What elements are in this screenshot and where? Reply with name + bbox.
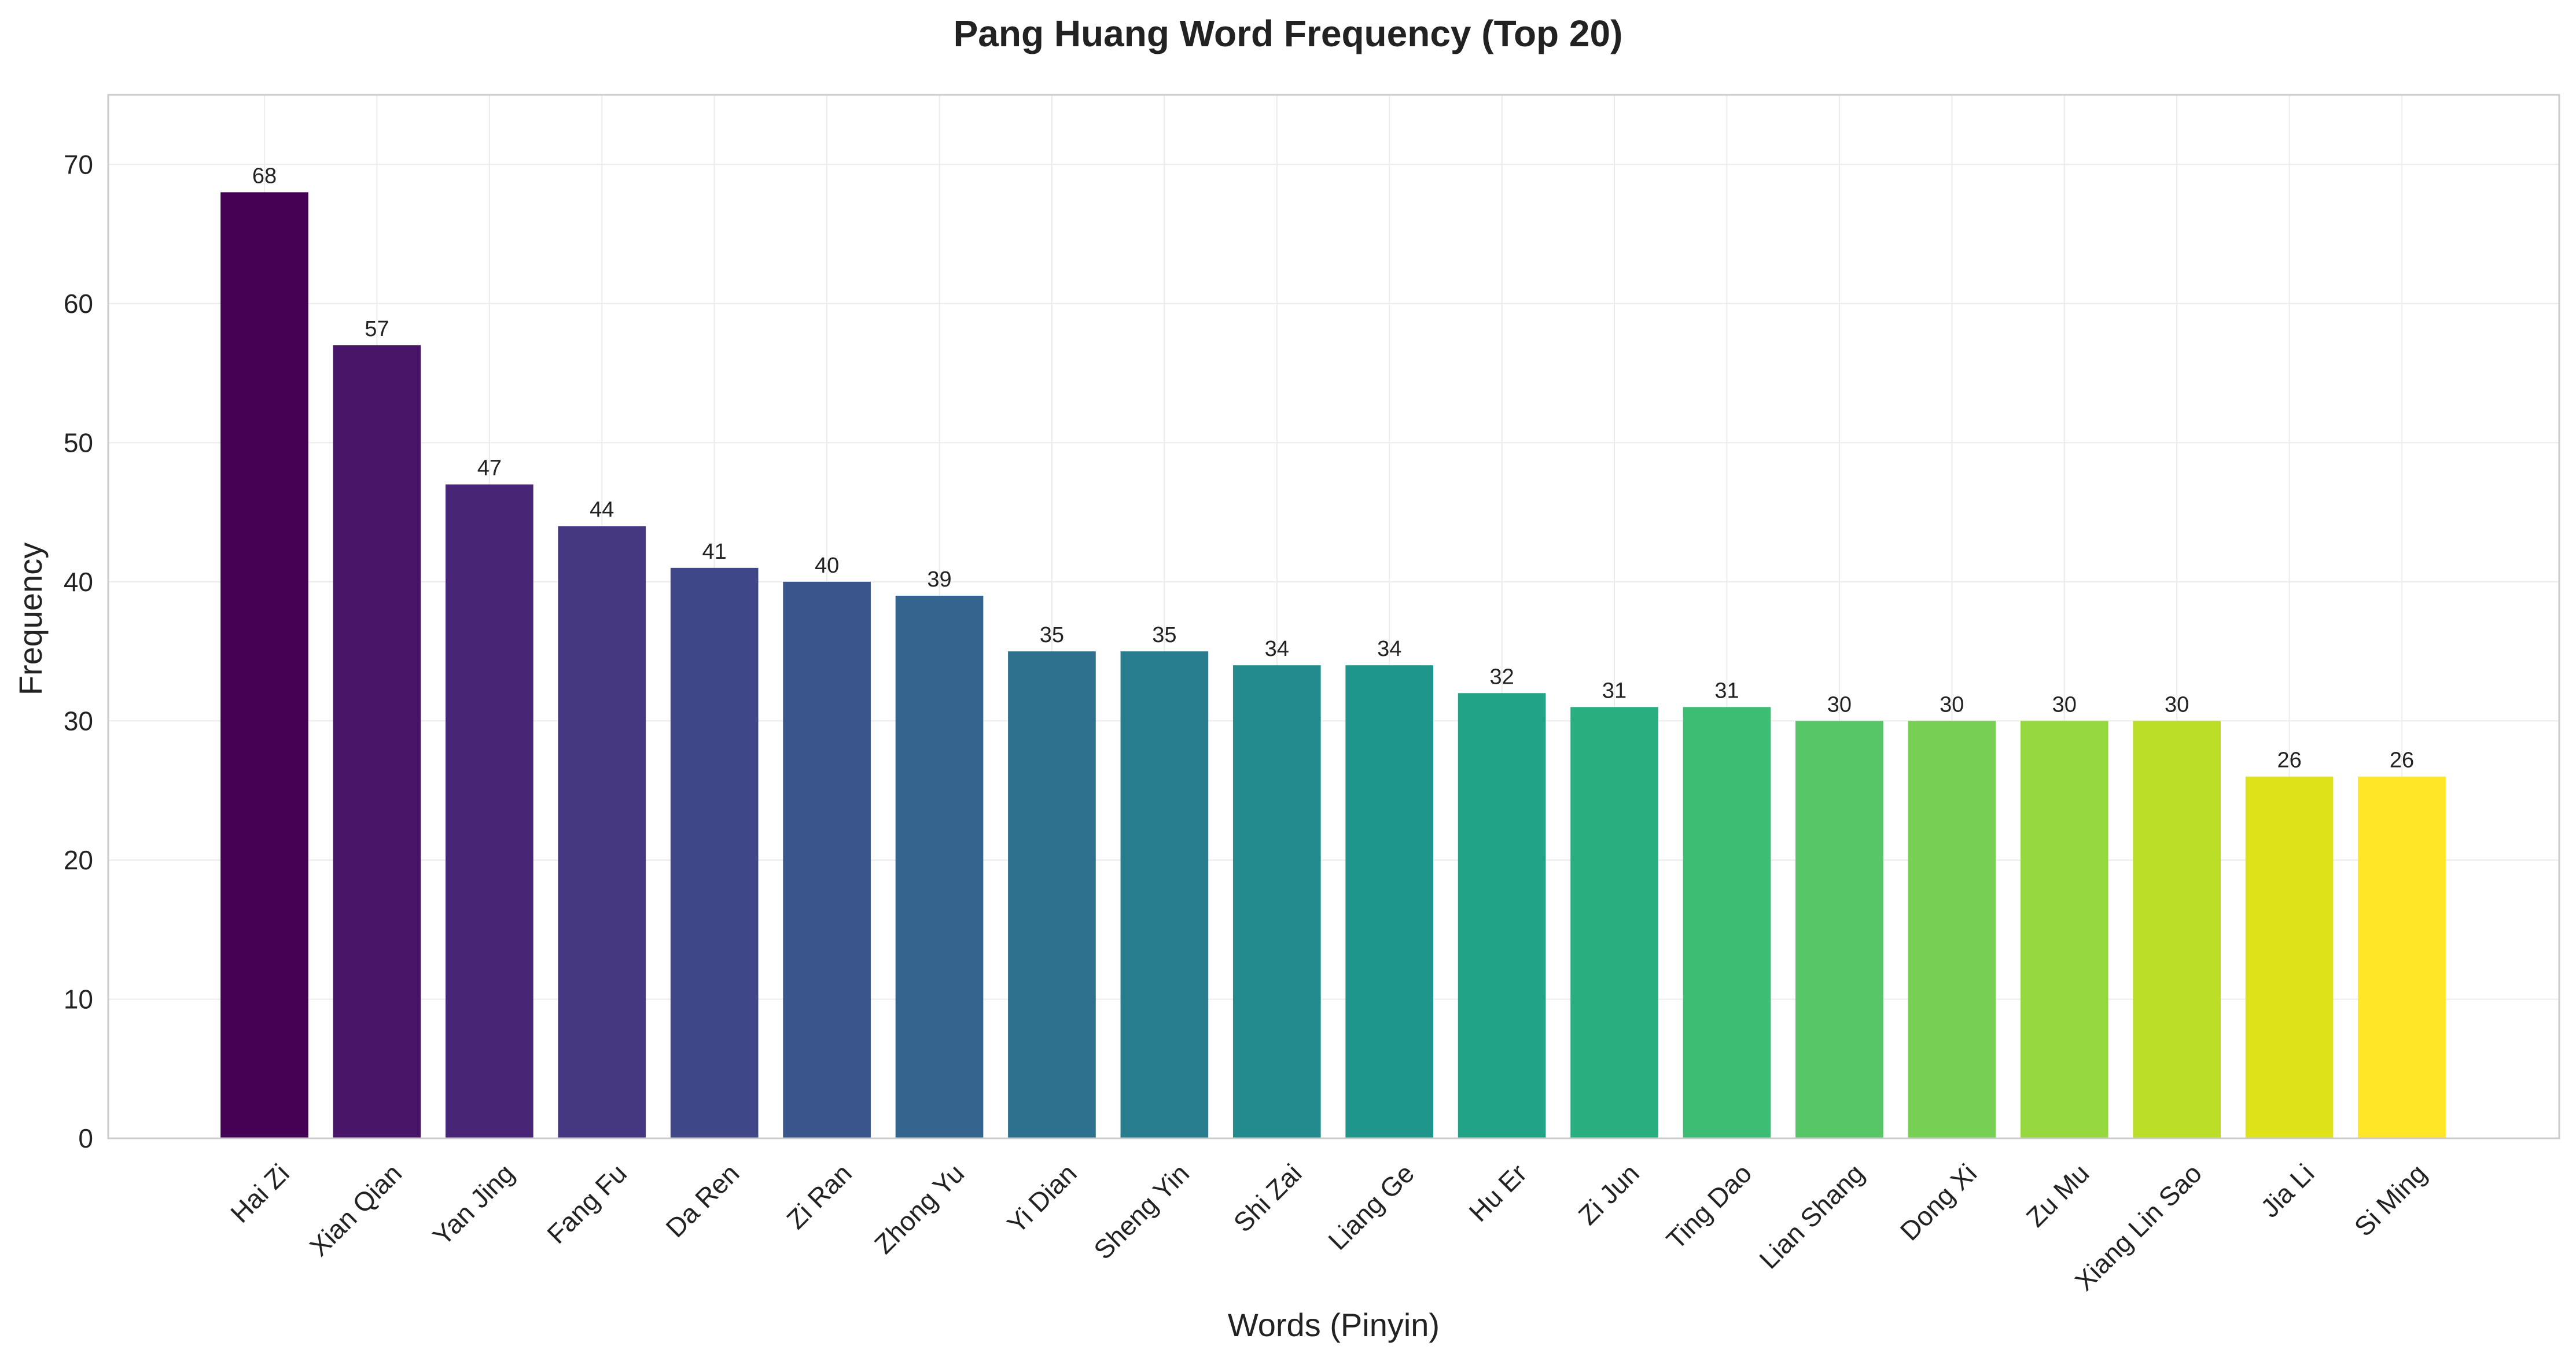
x-tick-label: Jia Li <box>2255 1158 2320 1223</box>
x-tick-label: Zhong Yu <box>869 1158 970 1259</box>
x-tick-label: Zu Mu <box>2021 1158 2095 1233</box>
x-tick-label: Zi Ran <box>781 1158 858 1235</box>
x-tick-label: Liang Ge <box>1322 1158 1420 1256</box>
x-tick-label: Yi Dian <box>1001 1158 1082 1239</box>
value-label: 30 <box>1827 692 1852 717</box>
value-label: 26 <box>2390 748 2414 773</box>
bar <box>2133 721 2221 1138</box>
bar <box>783 581 871 1138</box>
value-label: 40 <box>815 554 839 578</box>
y-tick-label: 50 <box>64 427 93 458</box>
y-tick-label: 10 <box>64 984 93 1014</box>
value-label: 31 <box>1714 678 1739 703</box>
value-label: 31 <box>1602 678 1626 703</box>
value-label: 34 <box>1265 637 1289 661</box>
value-label: 39 <box>927 567 951 592</box>
x-tick-label: Si Ming <box>2349 1158 2433 1242</box>
value-label: 68 <box>252 164 277 188</box>
bar <box>895 595 984 1138</box>
x-axis-label: Words (Pinyin) <box>1228 1307 1440 1343</box>
y-tick-label: 40 <box>64 567 93 597</box>
bars <box>220 192 2446 1139</box>
bar <box>558 526 646 1138</box>
bar <box>220 192 308 1139</box>
value-label: 35 <box>1040 623 1064 647</box>
y-tick-label: 0 <box>78 1123 93 1153</box>
x-tick-label: Shi Zai <box>1228 1158 1308 1238</box>
x-tick-label: Lian Shang <box>1753 1158 1870 1274</box>
bar <box>1120 651 1209 1138</box>
x-tick-label: Ting Dao <box>1661 1158 1758 1255</box>
y-axis-ticks: 0 10 20 30 40 50 60 70 <box>64 149 93 1153</box>
bar <box>446 484 533 1138</box>
bar <box>1795 721 1883 1138</box>
value-label: 41 <box>702 540 727 564</box>
bar <box>1908 721 1996 1138</box>
x-tick-label: Da Ren <box>660 1158 745 1243</box>
plot-frame <box>107 94 2560 1139</box>
bar <box>2358 776 2446 1138</box>
value-label: 57 <box>365 317 389 341</box>
chart-title: Pang Huang Word Frequency (Top 20) <box>954 13 1623 54</box>
y-tick-label: 60 <box>64 289 93 319</box>
value-label: 35 <box>1152 623 1176 647</box>
x-tick-label: Sheng Yin <box>1088 1158 1195 1265</box>
x-tick-label: Dong Xi <box>1894 1158 1982 1246</box>
value-label: 30 <box>2165 692 2189 717</box>
y-tick-label: 70 <box>64 149 93 179</box>
x-tick-label: Zi Jun <box>1573 1158 1645 1230</box>
value-label: 44 <box>590 498 614 522</box>
value-label: 47 <box>477 456 502 480</box>
x-tick-label: Xian Qian <box>304 1158 408 1262</box>
value-label: 30 <box>2052 692 2077 717</box>
x-tick-label: Hai Zi <box>225 1158 295 1229</box>
bar <box>1683 707 1771 1138</box>
bar <box>333 345 421 1139</box>
bar <box>1232 665 1321 1138</box>
x-tick-label: Yan Jing <box>427 1158 520 1251</box>
x-axis-ticks: Hai Zi Xian Qian Yan Jing Fang Fu Da Ren Zi R… <box>225 1158 2433 1296</box>
bar <box>1570 707 1658 1138</box>
y-axis-label: Frequency <box>12 543 49 696</box>
bar <box>1008 651 1096 1138</box>
bar <box>2245 776 2334 1138</box>
value-label: 32 <box>1489 665 1514 689</box>
value-label: 26 <box>2277 748 2301 773</box>
x-tick-label: Hu Er <box>1463 1158 1533 1227</box>
value-labels: 68 57 47 44 41 40 39 35 35 34 34 32 31 31 30 30 30 30 26 26 <box>252 164 2414 772</box>
y-tick-label: 20 <box>64 845 93 875</box>
value-label: 34 <box>1377 637 1401 661</box>
bar <box>670 567 759 1138</box>
x-tick-label: Fang Fu <box>541 1158 632 1249</box>
bar <box>1345 665 1434 1138</box>
bar <box>1458 693 1546 1138</box>
value-label: 30 <box>1940 692 1964 717</box>
y-tick-label: 30 <box>64 706 93 736</box>
bar <box>2020 721 2108 1138</box>
